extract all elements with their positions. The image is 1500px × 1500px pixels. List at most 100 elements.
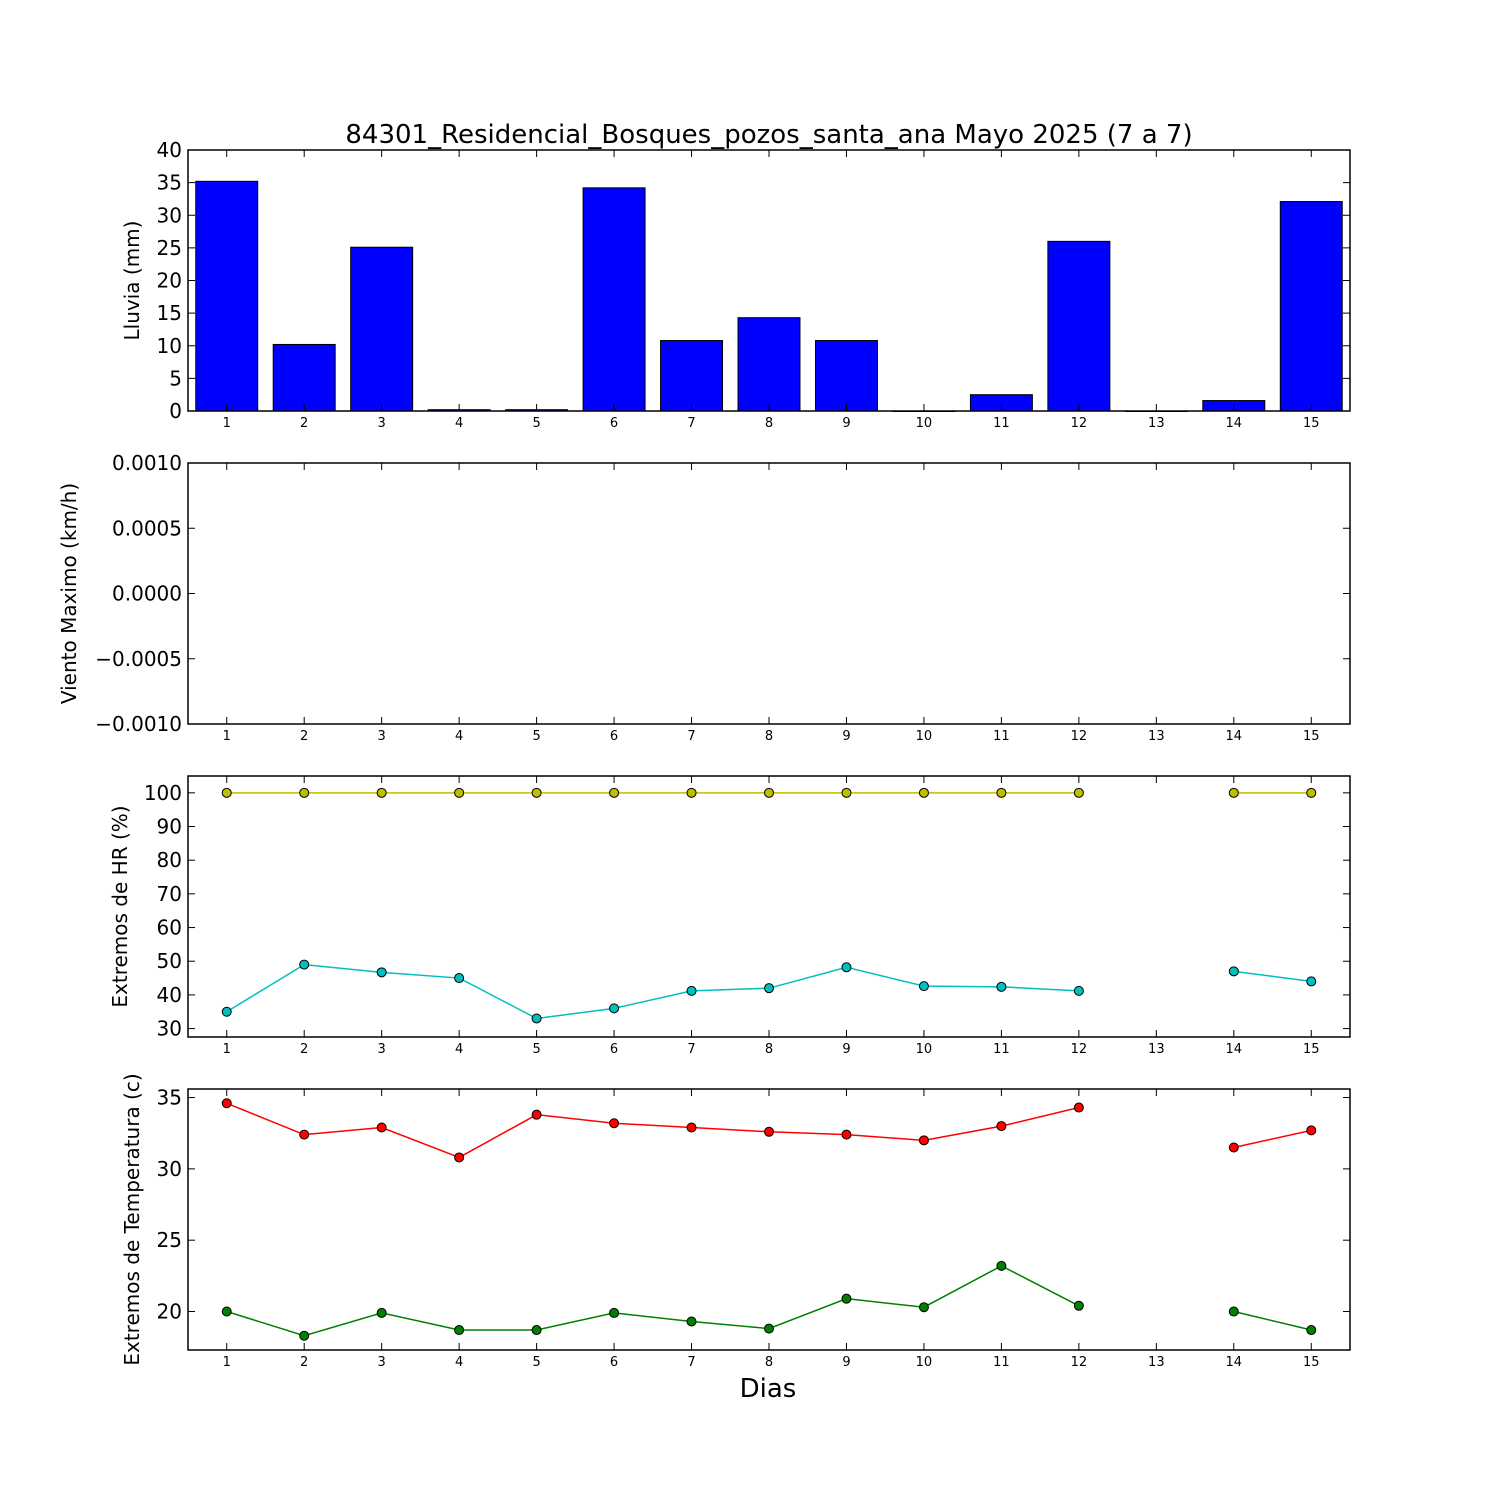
point-temperatura-series1-1 [221, 1306, 232, 1317]
y-tick-label-viento-2: 0.0000 [112, 582, 182, 606]
x-tick-label-hr-14: 15 [1303, 1042, 1320, 1057]
point-temperatura-series1-4 [454, 1325, 465, 1336]
x-tick-label-temperatura-14: 15 [1303, 1355, 1320, 1370]
x-tick-label-viento-5: 6 [610, 729, 618, 744]
x-tick-label-lluvia-3: 4 [455, 416, 463, 431]
x-tick-label-hr-13: 14 [1226, 1042, 1243, 1057]
x-tick-label-temperatura-6: 7 [687, 1355, 695, 1370]
point-hr-series1-2 [299, 959, 310, 970]
y-tick-label-temperatura-2: 30 [157, 1157, 182, 1181]
x-tick-label-viento-11: 12 [1071, 729, 1088, 744]
point-temperatura-series0-8 [764, 1126, 774, 1137]
bar-lluvia-12 [1047, 240, 1111, 412]
x-tick-label-temperatura-2: 3 [378, 1355, 386, 1370]
point-hr-series1-15 [1306, 976, 1317, 987]
x-tick-label-lluvia-6: 7 [687, 416, 695, 431]
point-temperatura-series1-12 [1073, 1300, 1084, 1311]
bar-lluvia-9 [814, 340, 878, 412]
bar-lluvia-6 [582, 187, 646, 412]
x-tick-label-hr-7: 8 [765, 1042, 773, 1057]
x-tick-label-viento-1: 2 [300, 729, 308, 744]
y-tick-label-temperatura-3: 35 [157, 1086, 182, 1110]
x-tick-label-lluvia-12: 13 [1148, 416, 1165, 431]
y-axis-label-lluvia: Lluvia (mm) [120, 221, 144, 341]
point-temperatura-series1-10 [918, 1302, 929, 1313]
chart-title: 84301_Residencial_Bosques_pozos_santa_an… [345, 120, 1192, 150]
point-hr-series0-5 [531, 787, 542, 798]
x-tick-label-lluvia-4: 5 [532, 416, 540, 431]
line-temperatura-series1-segment1 [1233, 1310, 1312, 1331]
x-tick-label-hr-12: 13 [1148, 1042, 1165, 1057]
x-tick-label-temperatura-3: 4 [455, 1355, 463, 1370]
point-hr-series1-14 [1228, 966, 1239, 977]
point-hr-series1-5 [531, 1013, 542, 1024]
bar-lluvia-15 [1279, 201, 1343, 412]
line-hr-series1-segment0 [226, 963, 1079, 1020]
y-tick-label-hr-3: 60 [157, 916, 182, 940]
x-tick-label-temperatura-1: 2 [300, 1355, 308, 1370]
bar-lluvia-3 [350, 246, 414, 412]
point-temperatura-series0-2 [299, 1129, 310, 1140]
bar-lluvia-8 [737, 317, 801, 412]
x-tick-label-hr-1: 2 [300, 1042, 308, 1057]
point-hr-series0-2 [299, 787, 310, 798]
point-hr-series1-9 [841, 962, 852, 973]
x-tick-label-viento-7: 8 [765, 729, 773, 744]
x-tick-label-temperatura-5: 6 [610, 1355, 618, 1370]
point-hr-series0-12 [1073, 787, 1084, 798]
bar-lluvia-2 [272, 343, 336, 412]
x-tick-label-viento-3: 4 [455, 729, 463, 744]
y-tick-label-lluvia-5: 25 [157, 236, 182, 260]
line-temperatura-series1-segment0 [226, 1265, 1080, 1337]
x-tick-label-temperatura-4: 5 [532, 1355, 540, 1370]
x-tick-label-hr-5: 6 [610, 1042, 618, 1057]
x-tick-label-viento-2: 3 [378, 729, 386, 744]
y-tick-label-lluvia-6: 30 [157, 203, 182, 227]
y-tick-label-lluvia-3: 15 [157, 301, 182, 325]
y-tick-label-hr-0: 30 [157, 1017, 182, 1041]
point-hr-series1-12 [1073, 985, 1084, 996]
point-hr-series0-14 [1228, 787, 1239, 798]
y-axis-label-viento: Viento Maximo (km/h) [57, 483, 81, 704]
x-tick-label-hr-11: 12 [1071, 1042, 1088, 1057]
point-hr-series1-7 [686, 985, 697, 996]
point-temperatura-series0-3 [376, 1122, 387, 1133]
point-hr-series0-15 [1306, 787, 1317, 798]
y-tick-label-lluvia-0: 0 [169, 399, 182, 423]
x-tick-label-viento-9: 10 [916, 729, 933, 744]
x-tick-label-temperatura-9: 10 [916, 1355, 933, 1370]
point-hr-series1-3 [376, 967, 387, 978]
x-tick-label-temperatura-11: 12 [1071, 1355, 1088, 1370]
x-tick-label-hr-0: 1 [223, 1042, 231, 1057]
point-temperatura-series0-14 [1228, 1142, 1239, 1153]
x-tick-label-hr-3: 4 [455, 1042, 463, 1057]
y-axis-label-hr: Extremos de HR (%) [108, 805, 132, 1007]
y-tick-label-temperatura-1: 25 [157, 1228, 182, 1252]
point-temperatura-series1-9 [841, 1293, 852, 1304]
y-tick-label-hr-1: 40 [157, 983, 182, 1007]
point-temperatura-series0-5 [531, 1109, 542, 1120]
line-temperatura-series0-segment1 [1233, 1129, 1312, 1149]
y-tick-label-lluvia-4: 20 [157, 269, 182, 293]
y-tick-label-viento-0: 0.0010 [112, 451, 182, 475]
x-tick-label-temperatura-10: 11 [993, 1355, 1010, 1370]
y-tick-label-lluvia-7: 35 [157, 171, 182, 195]
point-hr-series0-7 [686, 787, 697, 798]
y-tick-label-viento-4: −0.0010 [95, 712, 182, 736]
y-tick-label-hr-6: 90 [157, 815, 182, 839]
bar-lluvia-7 [660, 340, 724, 412]
point-temperatura-series1-5 [531, 1325, 542, 1336]
point-temperatura-series1-3 [376, 1307, 387, 1318]
point-temperatura-series0-1 [221, 1098, 232, 1109]
y-tick-label-viento-3: −0.0005 [95, 647, 182, 671]
point-temperatura-series1-7 [686, 1316, 697, 1327]
y-tick-label-lluvia-2: 10 [157, 334, 182, 358]
y-tick-label-lluvia-1: 5 [169, 366, 182, 390]
point-temperatura-series0-7 [686, 1122, 697, 1133]
x-tick-label-hr-9: 10 [916, 1042, 933, 1057]
x-tick-label-viento-6: 7 [687, 729, 695, 744]
x-tick-label-hr-8: 9 [842, 1042, 850, 1057]
